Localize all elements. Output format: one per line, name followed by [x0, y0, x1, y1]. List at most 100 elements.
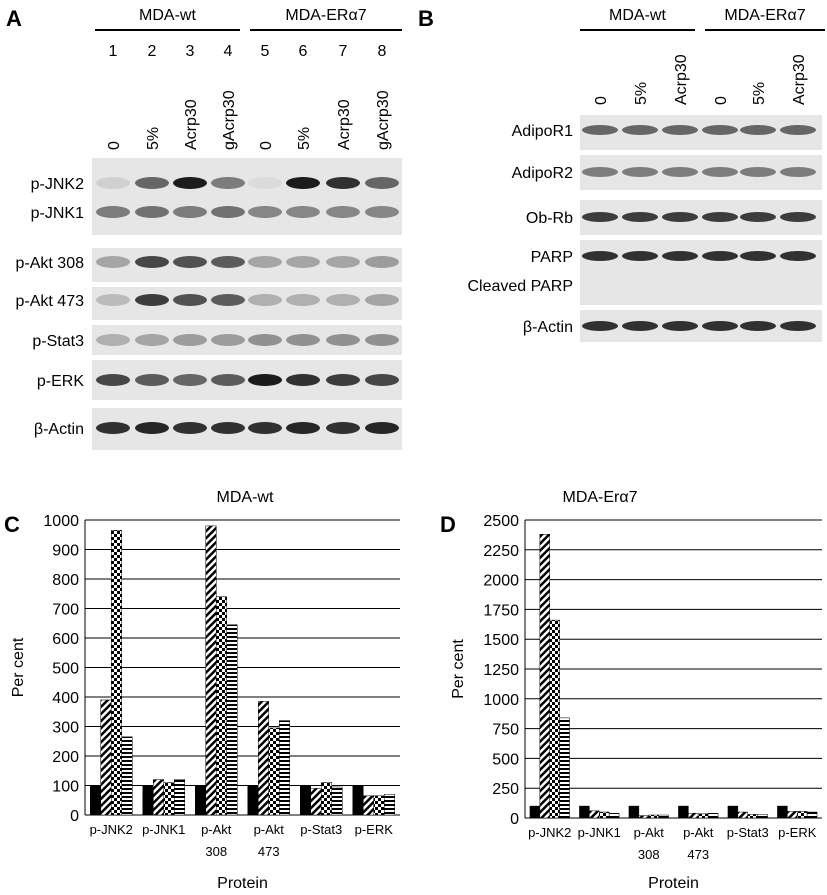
- x-tick-label: p-ERK: [778, 825, 817, 840]
- blot-band: [662, 167, 698, 177]
- lane-number: 6: [299, 43, 308, 60]
- bar: [300, 785, 311, 816]
- blot-membrane: [92, 325, 402, 355]
- y-tick-label: 400: [52, 690, 79, 707]
- blot-band: [211, 206, 245, 218]
- blot-band: [780, 251, 816, 261]
- blot-band: [662, 125, 698, 135]
- blot-band: [702, 212, 738, 222]
- chart-title: MDA-Erα7: [562, 489, 637, 506]
- bar: [589, 810, 600, 819]
- y-tick-label: 100: [52, 779, 79, 796]
- blot-band: [326, 206, 360, 218]
- blot-band: [173, 422, 207, 434]
- panel-label: A: [6, 6, 22, 31]
- y-tick-label: 200: [52, 749, 79, 766]
- y-tick-label: 2250: [483, 543, 519, 560]
- blot-band: [582, 167, 618, 177]
- bar: [195, 785, 206, 816]
- treatment-label: 0: [106, 141, 123, 150]
- blot-band: [740, 167, 776, 177]
- bar: [142, 785, 154, 816]
- y-axis-label: Per cent: [10, 637, 27, 697]
- x-tick-label: p-JNK1: [142, 822, 186, 837]
- blot-band: [135, 294, 169, 306]
- blot-band: [662, 251, 698, 261]
- blot-band: [702, 125, 738, 135]
- blot-band: [248, 374, 282, 386]
- x-axis-label: Protein: [217, 875, 268, 892]
- blot-band: [135, 206, 169, 218]
- blot-band: [286, 334, 320, 346]
- bar: [797, 811, 808, 819]
- blot-band: [211, 256, 245, 268]
- blot-band: [622, 251, 658, 261]
- bar: [247, 785, 259, 816]
- blot-band: [248, 422, 282, 434]
- bar: [757, 814, 768, 819]
- blot-band: [326, 177, 360, 189]
- blot-band: [248, 294, 282, 306]
- row-label: β-Actin: [523, 319, 573, 336]
- y-tick-label: 600: [52, 631, 79, 648]
- treatment-label: 0: [713, 96, 730, 105]
- y-tick-label: 2500: [483, 513, 519, 530]
- bar: [698, 813, 709, 819]
- bar: [599, 811, 610, 819]
- panel-label: C: [4, 512, 20, 537]
- bar: [268, 727, 280, 816]
- x-tick-label: p-Stat3: [726, 825, 769, 840]
- blot-band: [96, 294, 130, 306]
- treatment-label: gAcrp30: [221, 90, 238, 150]
- row-label: AdipoR1: [512, 123, 573, 140]
- blot-band: [173, 334, 207, 346]
- y-tick-label: 0: [70, 808, 79, 825]
- bar: [111, 530, 122, 816]
- blot-band: [326, 334, 360, 346]
- blot-band: [622, 212, 658, 222]
- x-tick-label: p-JNK1: [577, 825, 621, 840]
- blot-band: [582, 251, 618, 261]
- blot-band: [211, 334, 245, 346]
- blot-band: [365, 334, 399, 346]
- bar: [678, 805, 689, 819]
- row-label: p-Akt 308: [16, 255, 85, 272]
- blot-band: [365, 256, 399, 268]
- bar: [174, 779, 185, 816]
- blot-band: [286, 294, 320, 306]
- bar: [787, 811, 798, 819]
- lane-number: 3: [186, 43, 195, 60]
- treatment-label: Acrp30: [673, 54, 690, 105]
- y-tick-label: 750: [492, 722, 519, 739]
- y-tick-label: 700: [52, 602, 79, 619]
- blot-band: [780, 167, 816, 177]
- blot-band: [173, 177, 207, 189]
- row-label: β-Actin: [34, 421, 84, 438]
- bar: [559, 717, 570, 819]
- row-label: PARP: [531, 249, 573, 266]
- y-tick-label: 1250: [483, 662, 519, 679]
- blot-band: [365, 422, 399, 434]
- blot-band: [622, 125, 658, 135]
- x-axis-label: Protein: [648, 875, 699, 892]
- blot-band: [622, 167, 658, 177]
- blot-band: [96, 334, 130, 346]
- lane-number: 1: [109, 43, 118, 60]
- treatment-label: 5%: [145, 127, 162, 150]
- y-tick-label: 800: [52, 572, 79, 589]
- blot-band: [326, 374, 360, 386]
- blot-band: [96, 422, 130, 434]
- blot-band: [780, 321, 816, 331]
- blot-band: [582, 321, 618, 331]
- bar: [100, 699, 112, 816]
- blot-band: [702, 167, 738, 177]
- blot-band: [173, 206, 207, 218]
- bar: [121, 736, 133, 816]
- group-label: MDA-ERα7: [285, 7, 366, 24]
- lane-number: 5: [261, 43, 270, 60]
- x-tick-label: p-JNK2: [528, 825, 572, 840]
- blot-band: [135, 334, 169, 346]
- blot-band: [286, 422, 320, 434]
- row-label: p-Akt 473: [16, 293, 85, 310]
